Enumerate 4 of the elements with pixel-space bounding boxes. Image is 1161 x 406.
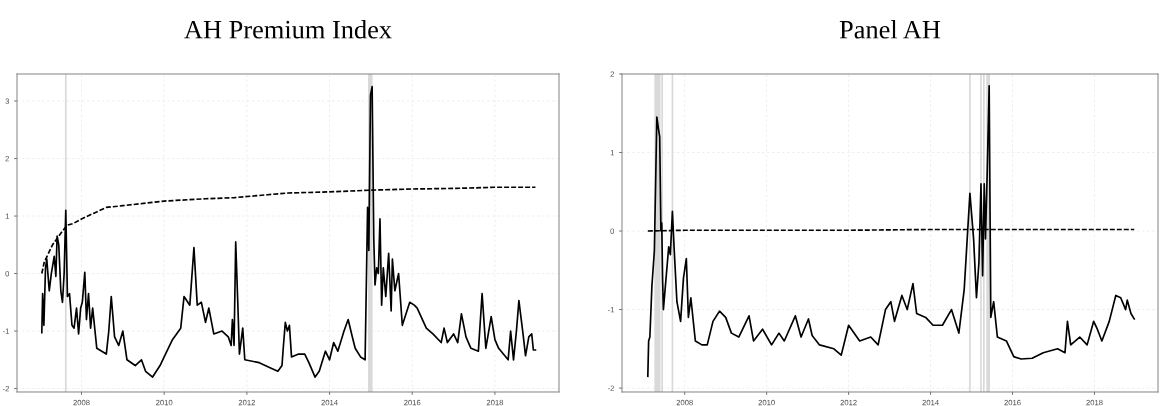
chart-title: Panel AH xyxy=(839,20,941,39)
line-series xyxy=(40,85,537,378)
chart-title: AH Premium Index xyxy=(184,20,392,39)
line-series xyxy=(646,84,1136,378)
